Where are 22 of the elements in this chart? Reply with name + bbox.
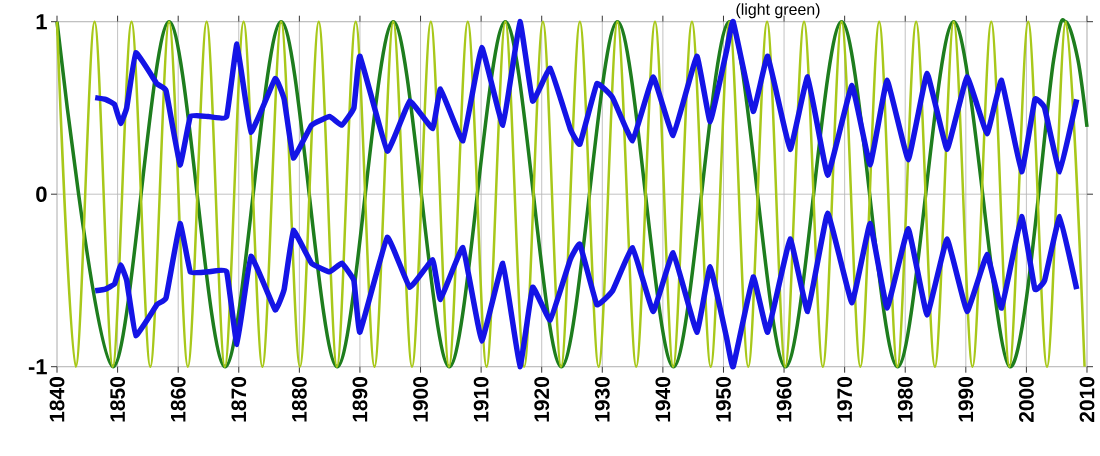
x-tick-label: 1910 (473, 377, 489, 422)
y-tick-label: -1 (28, 359, 47, 375)
y-tick-label: 0 (36, 186, 47, 203)
x-tick-label: 1900 (413, 377, 428, 422)
y-tick-label: 1 (36, 14, 47, 30)
x-tick-label: 2010 (1079, 377, 1095, 423)
x-tick-label: 1880 (291, 377, 307, 422)
x-tick-label: 1960 (776, 377, 792, 422)
x-tick-label: 1940 (655, 377, 671, 422)
x-tick-label: 2000 (1019, 377, 1034, 423)
x-tick-label: 1850 (110, 377, 126, 422)
x-tick-label: 1990 (958, 377, 974, 422)
x-tick-label: 1890 (352, 377, 368, 422)
x-tick-label: 1860 (170, 377, 186, 422)
x-tick-label: 1980 (897, 377, 913, 422)
x-tick-label: 1870 (231, 377, 247, 422)
x-tick-label: 1930 (594, 377, 610, 422)
x-tick-label: 1970 (837, 377, 853, 422)
x-tick-label: 1840 (49, 377, 65, 422)
text: (light green) (736, 3, 820, 19)
x-tick-label: 1920 (534, 377, 550, 422)
x-tick-label: 1950 (716, 377, 731, 422)
